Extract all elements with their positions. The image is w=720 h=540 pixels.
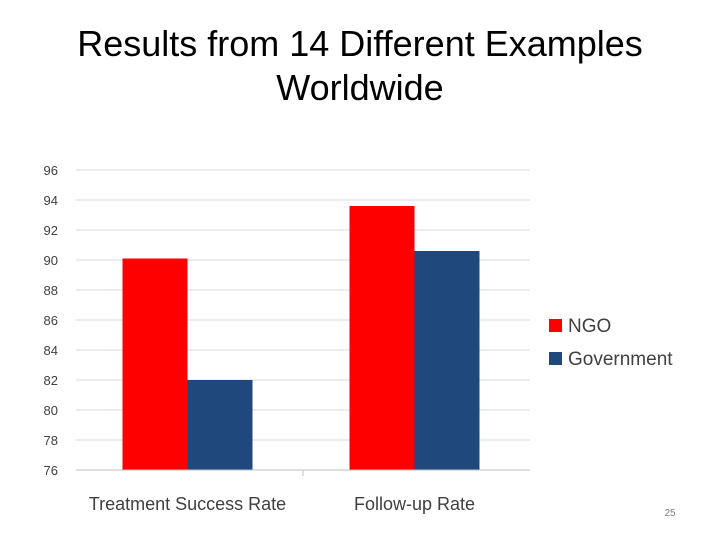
legend-swatch xyxy=(549,352,562,365)
y-axis-ticks: 76 78 80 82 84 86 88 90 92 94 96 xyxy=(44,163,58,478)
bar-government xyxy=(187,380,253,470)
x-axis-labels: Treatment Success Rate Follow-up Rate xyxy=(89,494,475,514)
y-tick-label: 88 xyxy=(44,283,58,298)
slide-title: Results from 14 Different Examples World… xyxy=(60,22,660,110)
y-tick-label: 90 xyxy=(44,253,58,268)
bar-ngo xyxy=(122,258,188,470)
x-axis xyxy=(76,469,530,476)
y-tick-label: 80 xyxy=(44,403,58,418)
y-tick-label: 86 xyxy=(44,313,58,328)
y-tick-label: 76 xyxy=(44,463,58,478)
y-tick-label: 82 xyxy=(44,373,58,388)
legend-swatch xyxy=(549,319,562,332)
bar-ngo xyxy=(349,206,415,470)
y-tick-label: 78 xyxy=(44,433,58,448)
x-tick-label: Follow-up Rate xyxy=(354,494,475,514)
slide-title-line-2: Worldwide xyxy=(276,67,444,108)
legend: NGO Government xyxy=(549,316,673,370)
slide-number: 25 xyxy=(664,508,676,519)
y-tick-label: 96 xyxy=(44,163,58,178)
slide-title-line-1: Results from 14 Different Examples xyxy=(77,23,643,64)
bar-government xyxy=(414,251,480,470)
y-tick-label: 84 xyxy=(44,343,58,358)
y-tick-label: 92 xyxy=(44,223,58,238)
x-tick-label: Treatment Success Rate xyxy=(89,494,286,514)
legend-label: NGO xyxy=(568,316,611,337)
y-tick-label: 94 xyxy=(44,193,58,208)
legend-label: Government xyxy=(568,349,673,370)
bars xyxy=(122,206,480,470)
